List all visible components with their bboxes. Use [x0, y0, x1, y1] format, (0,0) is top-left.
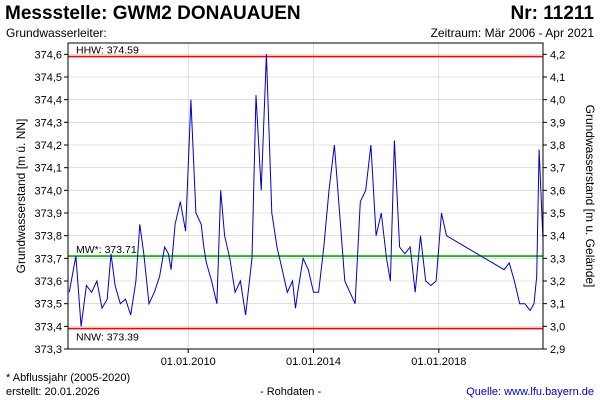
grid-layer — [68, 43, 543, 350]
y-tick-label-right: 3,7 — [550, 163, 565, 175]
y-tick-label-right: 3,0 — [550, 321, 565, 333]
y-tick-label-right: 3,2 — [550, 276, 565, 288]
y-tick-label-right: 4,1 — [550, 72, 565, 84]
y-tick-label: 374,6 — [34, 49, 62, 61]
y-tick-label: 374,2 — [34, 140, 62, 152]
y-tick-label: 373,3 — [34, 344, 62, 356]
ref-label-nnw: NNW: 373.39 — [76, 332, 139, 344]
y-tick-label-right: 3,4 — [550, 231, 565, 243]
y-axis-left: 373,3 373,4 373,5 373,6 373,7 373,8 373,9 374,0… — [34, 49, 68, 356]
y-tick-label-right: 3,5 — [550, 208, 565, 220]
y-tick-label-right: 3,6 — [550, 185, 565, 197]
y-axis-label-right: Grundwasserstand [m u. Gelände] — [583, 105, 597, 288]
aquifer-label: Grundwasserleiter: — [6, 26, 107, 40]
y-tick-label: 374,1 — [34, 163, 62, 175]
x-tick-label: 01.01.2014 — [286, 356, 341, 368]
y-tick-label-right: 2,9 — [550, 344, 565, 356]
y-tick-label: 374,3 — [34, 117, 62, 129]
raw-data-note: - Rohdaten - — [260, 386, 322, 398]
period-label: Zeitraum: Mär 2006 - Apr 2021 — [430, 26, 594, 40]
station-number: Nr: 11211 — [510, 3, 594, 24]
y-tick-label: 373,5 — [34, 299, 62, 311]
y-tick-label-right: 3,3 — [550, 253, 565, 265]
x-axis: 01.01.2010 01.01.2014 01.01.2018 — [161, 349, 466, 368]
x-tick-label: 01.01.2018 — [411, 356, 466, 368]
plot-frame — [67, 42, 544, 350]
created-date: erstellt: 20.01.2026 — [6, 386, 100, 398]
y-tick-label: 373,9 — [34, 208, 62, 220]
ref-label-hhw: HHW: 374.59 — [76, 45, 139, 57]
series-line — [68, 54, 544, 327]
y-axis-label: Grundwasserstand [m ü. NN] — [14, 119, 28, 274]
y-tick-label-right: 3,1 — [550, 299, 565, 311]
y-tick-label: 373,7 — [34, 253, 62, 265]
source-link[interactable]: Quelle: www.lfu.bayern.de — [466, 386, 594, 398]
y-axis-right: 2,9 3,0 3,1 3,2 3,3 3,4 3,5 3,6 3,7 3,8 3,9 4,0 4,1 4… — [543, 49, 565, 356]
ref-label-mw: MW*: 373.71 — [76, 244, 137, 256]
page-title: Messstelle: GWM2 DONAUAUEN — [5, 3, 301, 24]
y-tick-label: 374,0 — [34, 185, 62, 197]
y-tick-label-right: 3,8 — [550, 140, 565, 152]
y-tick-label: 373,6 — [34, 276, 62, 288]
footnote: * Abflussjahr (2005-2020) — [6, 372, 131, 384]
reference-lines — [68, 55, 543, 330]
y-tick-label: 374,4 — [34, 95, 62, 107]
reference-labels: HHW: 374.59 MW*: 373.71 NNW: 373.39 — [76, 45, 139, 344]
y-tick-label-right: 4,0 — [550, 95, 565, 107]
y-tick-label: 374,5 — [34, 72, 62, 84]
y-tick-label: 373,4 — [34, 321, 62, 333]
y-tick-label-right: 4,2 — [550, 49, 565, 61]
y-tick-label: 373,8 — [34, 231, 62, 243]
y-tick-label-right: 3,9 — [550, 117, 565, 129]
x-tick-label: 01.01.2010 — [161, 356, 216, 368]
